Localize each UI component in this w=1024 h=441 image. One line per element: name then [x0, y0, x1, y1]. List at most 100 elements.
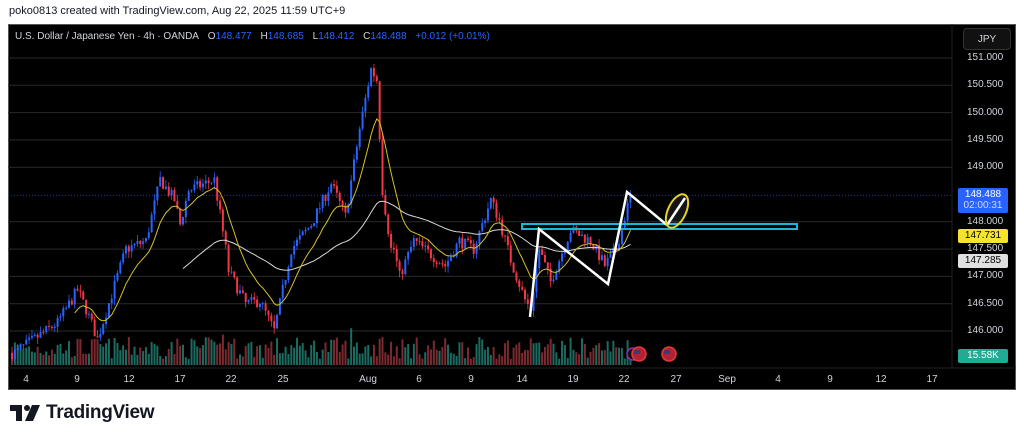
candle-body	[512, 262, 515, 273]
price-axis-label: 147.000	[967, 270, 1004, 282]
candle-body	[239, 290, 241, 294]
candle-body	[56, 317, 59, 327]
candle-body	[367, 86, 370, 98]
volume-bar	[164, 356, 167, 365]
candle-body	[79, 290, 82, 292]
volume-bar	[25, 347, 28, 365]
volume-bar	[384, 352, 387, 365]
volume-bar	[273, 354, 276, 365]
candle-body	[287, 267, 290, 281]
volume-bar	[156, 345, 159, 365]
volume-bar	[620, 348, 623, 365]
candle-body	[626, 202, 629, 221]
candle-body	[310, 226, 313, 229]
volume-bar	[606, 341, 609, 365]
candle-body	[458, 237, 461, 244]
candle-body	[338, 192, 341, 201]
change-value: +0.012 (+0.01%)	[415, 31, 490, 42]
volume-tag: 15.58K	[958, 349, 1008, 363]
volume-bar	[79, 339, 82, 365]
volume-bar	[284, 346, 287, 365]
currency-button[interactable]: JPY	[963, 28, 1011, 50]
volume-bar	[521, 352, 524, 365]
volume-bar	[461, 342, 464, 365]
candle-body	[105, 317, 108, 324]
candle-body	[609, 253, 612, 258]
volume-bar	[125, 349, 127, 365]
time-axis-label: 4	[23, 374, 29, 385]
volume-bar	[196, 346, 199, 365]
candle-body	[344, 205, 347, 213]
volume-bar	[532, 343, 535, 365]
candle-body	[290, 254, 293, 268]
volume-bar	[90, 339, 93, 365]
candle-body	[250, 297, 253, 301]
candle-body	[578, 230, 581, 236]
candle-body	[210, 182, 213, 184]
volume-bar	[321, 349, 324, 365]
volume-bar	[68, 340, 70, 365]
candle-body	[119, 262, 122, 273]
volume-bar	[281, 352, 284, 365]
candle-body	[398, 261, 401, 271]
candle-body	[541, 249, 544, 255]
candle-body	[113, 280, 116, 299]
volume-bar	[498, 354, 501, 365]
volume-bar	[441, 347, 444, 365]
volume-bar	[518, 342, 521, 365]
candle-body	[381, 139, 384, 196]
volume-bar	[338, 351, 341, 365]
candle-body	[25, 339, 28, 345]
volume-bar	[19, 343, 22, 365]
candle-body	[498, 217, 501, 220]
time-axis-label: 22	[618, 374, 630, 385]
volume-bar	[221, 334, 224, 365]
symbol-legend[interactable]: U.S. Dollar / Japanese Yen · 4h · OANDA …	[15, 31, 496, 42]
volume-bar	[618, 347, 621, 365]
time-axis-label: 9	[827, 374, 833, 385]
open-label: O	[207, 31, 216, 42]
volume-bar	[361, 353, 364, 365]
price-axis-label: 149.000	[967, 161, 1004, 173]
volume-bar	[524, 350, 526, 365]
candle-body	[11, 352, 13, 359]
price-axis-label: 150.500	[967, 79, 1004, 91]
volume-bar	[452, 353, 455, 365]
candle-body	[173, 189, 176, 202]
volume-bar	[410, 358, 412, 365]
volume-bar	[341, 344, 344, 365]
candle-body	[207, 180, 210, 183]
candle-body	[464, 238, 467, 249]
candle-body	[182, 217, 184, 225]
volume-bar	[418, 354, 421, 365]
volume-bar	[575, 352, 578, 365]
volume-bar	[535, 342, 538, 365]
volume-bar	[247, 343, 250, 365]
volume-bar	[276, 338, 279, 365]
candle-body	[125, 246, 127, 254]
volume-bar	[139, 347, 142, 365]
candle-body	[230, 271, 233, 273]
candle-body	[50, 326, 53, 328]
candle-body	[139, 241, 142, 244]
high-value: 148.685	[267, 31, 304, 42]
time-axis-label: 19	[567, 374, 579, 385]
candle-body	[535, 268, 538, 293]
volume-bar	[364, 346, 367, 365]
volume-bar	[492, 347, 495, 365]
volume-bar	[210, 339, 213, 365]
candle-body	[384, 195, 387, 215]
time-axis-label: 4	[775, 374, 781, 385]
candle-body	[298, 235, 301, 240]
candle-body	[130, 245, 133, 252]
volume-bar	[509, 358, 512, 365]
candle-body	[333, 184, 336, 186]
volume-bar	[59, 343, 62, 365]
volume-bar	[236, 358, 239, 365]
candle-body	[304, 229, 307, 232]
volume-bar	[264, 344, 267, 365]
volume-bar	[170, 341, 173, 365]
volume-bar	[261, 357, 264, 365]
candle-body	[219, 200, 222, 210]
